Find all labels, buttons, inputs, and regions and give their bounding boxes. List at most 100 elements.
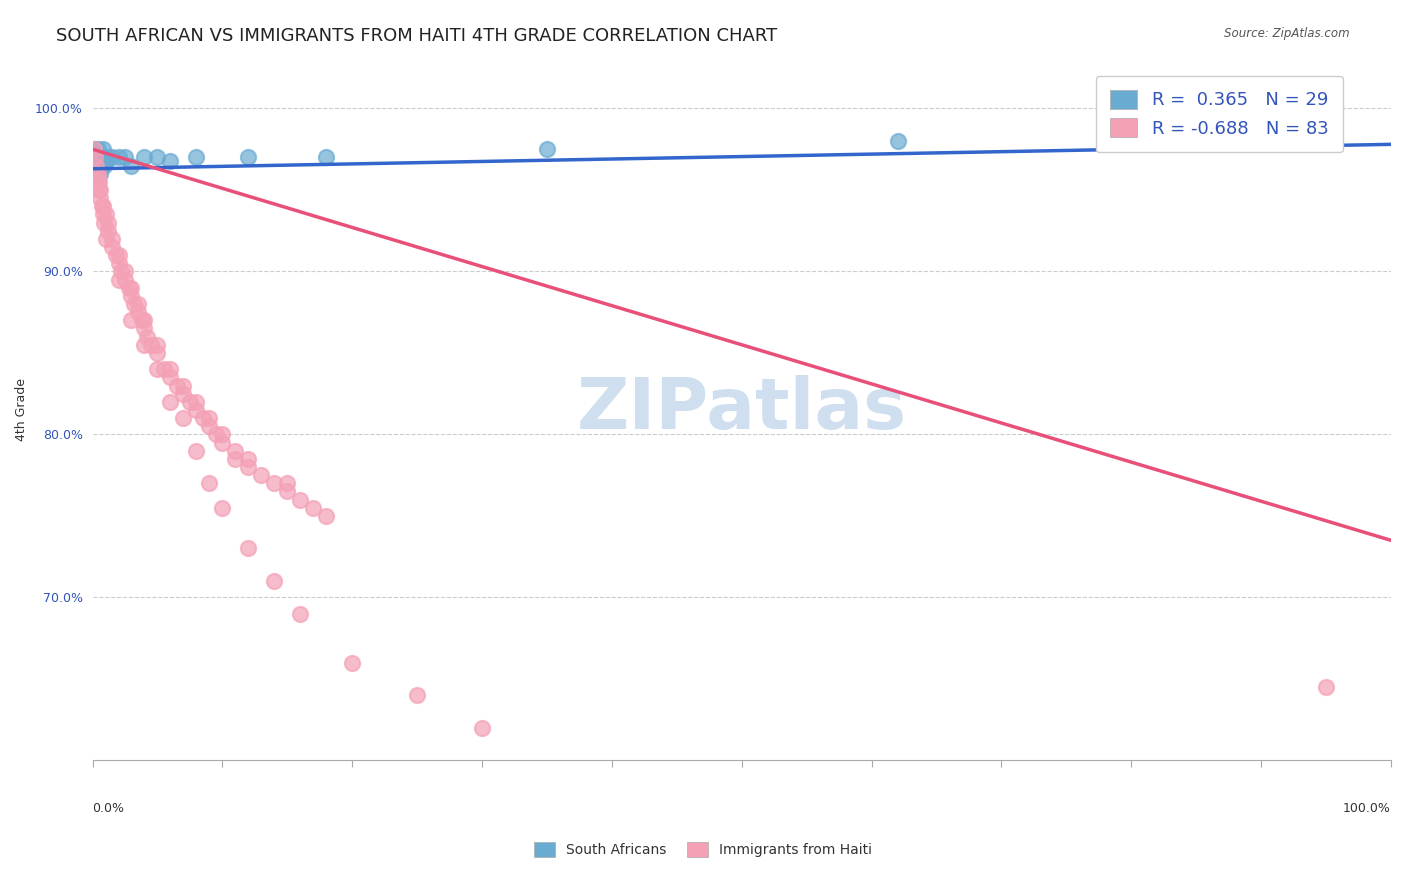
- Point: [172, 378, 194, 392]
- Point: [89, 167, 111, 181]
- Point: [198, 411, 221, 425]
- Point: [94, 232, 117, 246]
- Point: [101, 150, 124, 164]
- Point: [114, 264, 136, 278]
- Point: [211, 427, 233, 442]
- Point: [87, 150, 110, 164]
- Point: [127, 305, 149, 319]
- Point: [134, 338, 156, 352]
- Point: [153, 362, 176, 376]
- Point: [84, 142, 107, 156]
- Point: [87, 175, 110, 189]
- Point: [91, 199, 114, 213]
- Point: [90, 199, 112, 213]
- Point: [122, 297, 145, 311]
- Point: [86, 167, 108, 181]
- Point: [110, 264, 132, 278]
- Point: [87, 175, 110, 189]
- Point: [290, 492, 312, 507]
- Point: [600, 802, 623, 816]
- Text: 0.0%: 0.0%: [93, 803, 125, 815]
- Point: [87, 150, 110, 164]
- Point: [211, 500, 233, 515]
- Point: [146, 338, 169, 352]
- Point: [90, 150, 112, 164]
- Point: [276, 484, 298, 499]
- Legend: South Africans, Immigrants from Haiti: South Africans, Immigrants from Haiti: [529, 837, 877, 863]
- Point: [101, 232, 124, 246]
- Point: [86, 159, 108, 173]
- Point: [159, 153, 181, 168]
- Point: [536, 142, 558, 156]
- Text: Source: ZipAtlas.com: Source: ZipAtlas.com: [1225, 27, 1350, 40]
- Point: [198, 419, 221, 434]
- Point: [342, 656, 364, 670]
- Point: [97, 224, 120, 238]
- Point: [83, 142, 105, 156]
- Point: [276, 476, 298, 491]
- Point: [121, 159, 143, 173]
- Point: [250, 468, 273, 483]
- Point: [97, 216, 120, 230]
- Point: [121, 289, 143, 303]
- Point: [205, 427, 228, 442]
- Point: [87, 183, 110, 197]
- Point: [101, 240, 124, 254]
- Point: [159, 394, 181, 409]
- Point: [87, 159, 110, 173]
- Point: [107, 272, 129, 286]
- Legend: R =  0.365   N = 29, R = -0.688   N = 83: R = 0.365 N = 29, R = -0.688 N = 83: [1095, 76, 1343, 153]
- Point: [263, 476, 285, 491]
- Point: [134, 313, 156, 327]
- Point: [107, 256, 129, 270]
- Y-axis label: 4th Grade: 4th Grade: [15, 378, 28, 442]
- Point: [238, 451, 260, 466]
- Point: [118, 281, 141, 295]
- Point: [238, 460, 260, 475]
- Point: [238, 541, 260, 556]
- Point: [1315, 680, 1337, 694]
- Point: [89, 191, 111, 205]
- Point: [91, 150, 114, 164]
- Point: [83, 150, 105, 164]
- Point: [315, 150, 337, 164]
- Point: [114, 272, 136, 286]
- Point: [211, 435, 233, 450]
- Point: [886, 134, 908, 148]
- Point: [224, 451, 246, 466]
- Text: SOUTH AFRICAN VS IMMIGRANTS FROM HAITI 4TH GRADE CORRELATION CHART: SOUTH AFRICAN VS IMMIGRANTS FROM HAITI 4…: [56, 27, 778, 45]
- Point: [302, 500, 325, 515]
- Point: [146, 346, 169, 360]
- Point: [87, 142, 110, 156]
- Point: [84, 150, 107, 164]
- Point: [107, 150, 129, 164]
- Point: [159, 362, 181, 376]
- Point: [87, 167, 110, 181]
- Point: [166, 378, 188, 392]
- Point: [290, 607, 312, 621]
- Point: [179, 394, 201, 409]
- Point: [186, 403, 208, 417]
- Point: [186, 150, 208, 164]
- Point: [136, 329, 159, 343]
- Point: [146, 362, 169, 376]
- Point: [406, 688, 429, 702]
- Point: [131, 313, 153, 327]
- Point: [134, 150, 156, 164]
- Point: [224, 443, 246, 458]
- Point: [114, 150, 136, 164]
- Point: [172, 411, 194, 425]
- Point: [89, 150, 111, 164]
- Point: [172, 386, 194, 401]
- Point: [97, 150, 120, 164]
- Point: [186, 394, 208, 409]
- Point: [121, 313, 143, 327]
- Point: [134, 321, 156, 335]
- Point: [94, 207, 117, 221]
- Point: [139, 338, 162, 352]
- Point: [127, 297, 149, 311]
- Point: [91, 207, 114, 221]
- Point: [186, 443, 208, 458]
- Point: [93, 216, 115, 230]
- Point: [263, 574, 285, 588]
